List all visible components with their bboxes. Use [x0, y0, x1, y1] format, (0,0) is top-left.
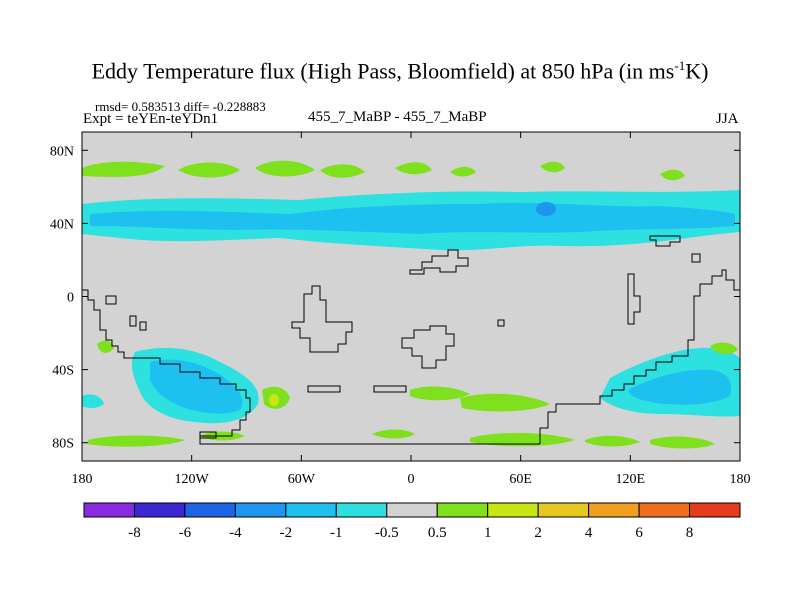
colorbar-label: 8: [686, 525, 694, 541]
continent-outlines: [82, 235, 740, 445]
map-field: [82, 132, 740, 461]
island-outline-5: [139, 321, 147, 331]
x-tick-label: 180: [72, 472, 93, 487]
island-outline-6: [307, 385, 341, 393]
storm-track-core-south-east: [628, 369, 732, 405]
green-patch-arctic-8: [660, 169, 685, 181]
green-patch-arctic-5: [395, 162, 432, 175]
green-patch-antarctic-5: [585, 435, 640, 447]
island-outline-2: [691, 253, 701, 263]
colorbar-label: 4: [585, 525, 593, 541]
green-patch-south-3: [410, 386, 470, 401]
x-tick-label: 120W: [175, 472, 210, 487]
experiment-label: Expt = teYEn-teYDn1: [83, 111, 219, 127]
antarctic-coast-outline: [539, 269, 740, 444]
y-tick-label: 40S: [52, 364, 74, 379]
colorbar-label: 1: [484, 525, 492, 541]
island-outline-4: [129, 315, 137, 327]
colorbar-label: -2: [280, 525, 293, 541]
colorbar-swatch: [133, 502, 186, 518]
island-outline-9: [199, 431, 217, 439]
colorbar-swatch: [638, 502, 691, 518]
colorbar-swatch: [537, 502, 590, 518]
cyan-patch-south-dateline: [82, 394, 104, 408]
colorbar-swatch: [386, 502, 438, 518]
colorbar-swatch: [234, 502, 287, 518]
x-tick-label: 0: [408, 472, 415, 487]
colorbar-swatch: [184, 502, 236, 518]
x-tick-label: 60E: [509, 472, 532, 487]
green-patch-antarctic-3: [372, 429, 415, 439]
y-tick-label: 80S: [52, 437, 74, 452]
green-patch-south-1: [97, 340, 114, 353]
australia-outline: [627, 273, 641, 325]
colorbar-label: 2: [534, 525, 542, 541]
africa-outline: [291, 285, 353, 353]
asia-outline: [401, 325, 455, 369]
colorbar-label: -8: [128, 525, 141, 541]
colorbar-swatch: [285, 502, 337, 518]
x-tick-label: 120E: [616, 472, 646, 487]
season-label: JJA: [716, 111, 739, 127]
colorbar-label: 0.5: [428, 525, 447, 541]
storm-track-core-north: [90, 202, 735, 234]
x-tick-label: 60W: [288, 472, 316, 487]
colorbar-swatch: [588, 502, 640, 518]
yellow-patch-south: [269, 394, 279, 406]
colorbar-swatch: [83, 502, 135, 518]
colorbar-swatch: [335, 502, 388, 518]
green-patch-arctic-2: [178, 162, 240, 178]
storm-track-core-south-west: [150, 359, 243, 414]
island-outline-1: [649, 235, 681, 247]
europe-outline: [409, 249, 469, 275]
island-outline-8: [497, 319, 505, 327]
green-patch-antarctic-6: [650, 436, 715, 449]
green-patch-arctic-4: [320, 164, 365, 178]
colorbar-label: -1: [330, 525, 343, 541]
island-outline-3: [105, 295, 117, 305]
y-tick-label: 0: [67, 291, 74, 306]
island-outline-7: [373, 385, 407, 393]
green-patch-arctic-6: [450, 166, 476, 177]
colorbar-swatch: [689, 502, 741, 518]
colorbar-label: -6: [179, 525, 192, 541]
colorbar-swatch: [436, 502, 489, 518]
south-america-outline: [82, 289, 540, 445]
y-tick-label: 80N: [50, 144, 74, 159]
green-patch-arctic-3: [255, 160, 315, 177]
colorbar-label: -0.5: [375, 525, 399, 541]
green-patch-south-4: [460, 393, 550, 412]
green-patch-arctic-7: [540, 161, 565, 173]
colorbar-label: 6: [635, 525, 643, 541]
colorbar: -8 -6 -4 -2 -1 -0.5 0.5 1 2 4 6 8: [83, 502, 741, 541]
green-patch-arctic-1: [82, 161, 165, 177]
green-patch-south-5: [710, 342, 738, 355]
comparison-label: 455_7_MaBP - 455_7_MaBP: [308, 109, 487, 125]
green-patch-antarctic-1: [88, 435, 185, 447]
green-patch-antarctic-4: [470, 432, 575, 447]
x-tick-label: 180: [730, 472, 751, 487]
blue-max-north: [536, 202, 556, 216]
y-axis: 80N 40N 0 40S 80S: [50, 144, 740, 452]
stats-label: rmsd= 0.583513 diff= -0.228883: [95, 99, 266, 114]
chart-title: Eddy Temperature flux (High Pass, Bloomf…: [91, 58, 709, 84]
x-axis: 180 120W 60W 0 60E 120E 180: [72, 132, 751, 487]
y-tick-label: 40N: [50, 217, 74, 232]
colorbar-label: -4: [229, 525, 242, 541]
colorbar-swatch: [487, 502, 539, 518]
